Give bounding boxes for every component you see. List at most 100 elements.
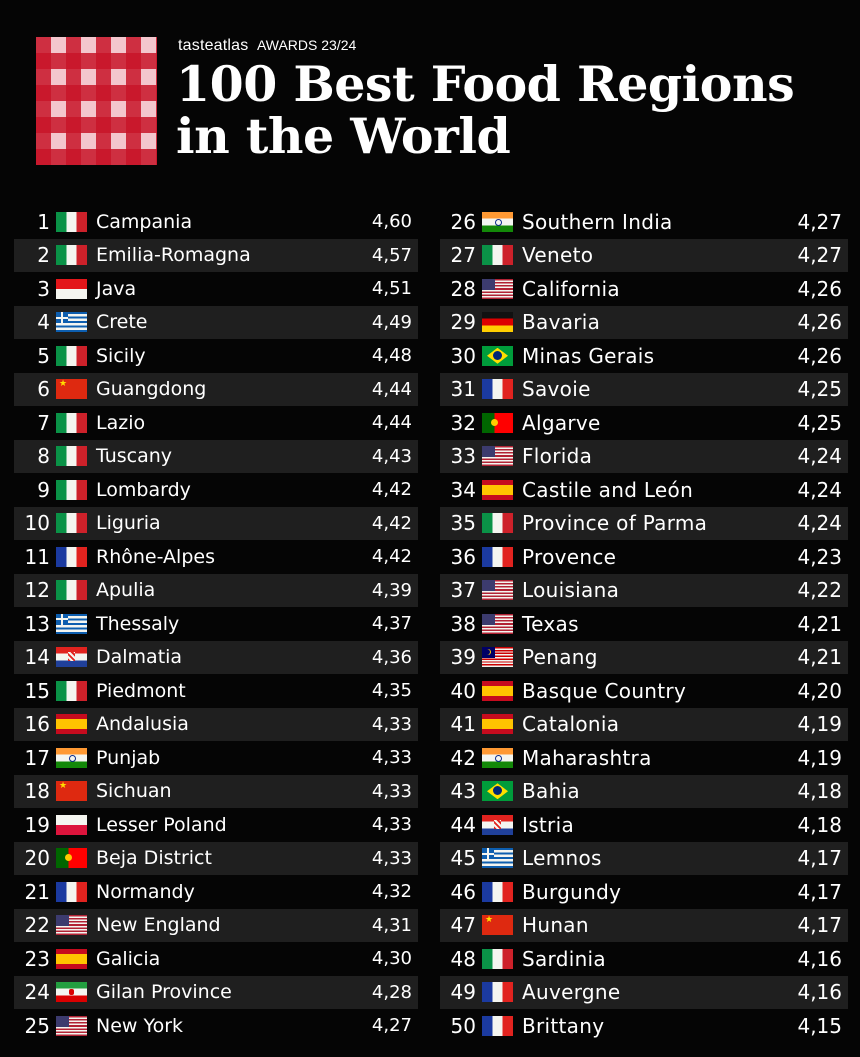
rank-number: 39 xyxy=(450,645,476,670)
usa-flag-icon xyxy=(56,915,87,936)
usa-flag-icon xyxy=(56,1015,87,1036)
region-name: Emilia-Romagna xyxy=(96,244,251,267)
rating-score: 4,17 xyxy=(797,879,842,904)
croatia-flag-icon xyxy=(482,814,513,835)
india-flag-icon xyxy=(56,747,87,768)
ranking-row: 20 Beja District 4,33 xyxy=(14,841,418,875)
rank-number: 26 xyxy=(450,209,476,234)
rating-score: 4,33 xyxy=(371,713,412,735)
rank-number: 45 xyxy=(450,846,476,871)
region-name: Liguria xyxy=(96,512,161,535)
region-name: Savoie xyxy=(522,377,591,402)
rating-score: 4,33 xyxy=(371,780,412,802)
rating-score: 4,44 xyxy=(371,378,412,400)
china-flag-icon xyxy=(482,915,513,936)
rating-score: 4,32 xyxy=(371,881,412,903)
region-name: Texas xyxy=(522,611,579,636)
rating-score: 4,27 xyxy=(797,209,842,234)
rating-score: 4,33 xyxy=(371,814,412,836)
brand-line: tasteatlas AWARDS 23/24 xyxy=(178,37,356,55)
rating-score: 4,42 xyxy=(371,512,412,534)
usa-flag-icon xyxy=(482,446,513,467)
region-name: Veneto xyxy=(522,243,594,268)
rating-score: 4,27 xyxy=(797,243,842,268)
region-name: Sichuan xyxy=(96,780,172,803)
ranking-row: 8 Tuscany 4,43 xyxy=(14,439,418,473)
ranking-row: 33 Florida 4,24 xyxy=(440,439,848,473)
rank-number: 11 xyxy=(24,544,50,569)
rating-score: 4,27 xyxy=(371,1015,412,1037)
ranking-row: 29 Bavaria 4,26 xyxy=(440,305,848,339)
ranking-row: 25 New York 4,27 xyxy=(14,1009,418,1043)
rating-score: 4,39 xyxy=(371,579,412,601)
ranking-row: 47 Hunan 4,17 xyxy=(440,908,848,942)
ranking-row: 37 Louisiana 4,22 xyxy=(440,573,848,607)
ranking-row: 43 Bahia 4,18 xyxy=(440,774,848,808)
region-name: New York xyxy=(96,1014,184,1037)
ranking-row: 46 Burgundy 4,17 xyxy=(440,875,848,909)
ranking-row: 14 Dalmatia 4,36 xyxy=(14,640,418,674)
ranking-row: 40 Basque Country 4,20 xyxy=(440,674,848,708)
spain-flag-icon xyxy=(482,714,513,735)
france-flag-icon xyxy=(482,881,513,902)
indonesia-flag-icon xyxy=(56,278,87,299)
croatia-flag-icon xyxy=(56,647,87,668)
italy-flag-icon xyxy=(56,479,87,500)
ranking-row: 23 Galicia 4,30 xyxy=(14,942,418,976)
rating-score: 4,28 xyxy=(371,981,412,1003)
rank-number: 5 xyxy=(37,343,50,368)
ranking-row: 19 Lesser Poland 4,33 xyxy=(14,808,418,842)
greece-flag-icon xyxy=(56,613,87,634)
china-flag-icon xyxy=(56,781,87,802)
rank-number: 14 xyxy=(24,645,50,670)
rank-number: 30 xyxy=(450,343,476,368)
header: tasteatlas AWARDS 23/24 100 Best Food Re… xyxy=(0,0,860,200)
rank-number: 25 xyxy=(24,1013,50,1038)
rating-score: 4,37 xyxy=(371,613,412,635)
malaysia-flag-icon xyxy=(482,647,513,668)
ranking-row: 41 Catalonia 4,19 xyxy=(440,707,848,741)
rating-score: 4,18 xyxy=(797,779,842,804)
rank-number: 29 xyxy=(450,310,476,335)
region-name: Lombardy xyxy=(96,478,191,501)
region-name: Florida xyxy=(522,444,593,469)
italy-flag-icon xyxy=(56,412,87,433)
ranking-row: 22 New England 4,31 xyxy=(14,908,418,942)
region-name: Brittany xyxy=(522,1013,605,1038)
india-flag-icon xyxy=(482,211,513,232)
rating-score: 4,42 xyxy=(371,546,412,568)
region-name: Gilan Province xyxy=(96,981,232,1004)
rating-score: 4,17 xyxy=(797,913,842,938)
brand-name: tasteatlas xyxy=(178,37,249,54)
rank-number: 3 xyxy=(37,276,50,301)
rating-score: 4,17 xyxy=(797,846,842,871)
greece-flag-icon xyxy=(56,312,87,333)
ranking-row: 4 Crete 4,49 xyxy=(14,305,418,339)
rating-score: 4,35 xyxy=(371,680,412,702)
rating-score: 4,33 xyxy=(371,847,412,869)
rank-number: 35 xyxy=(450,511,476,536)
rating-score: 4,26 xyxy=(797,343,842,368)
rating-score: 4,44 xyxy=(371,412,412,434)
rank-number: 19 xyxy=(24,812,50,837)
rank-number: 38 xyxy=(450,611,476,636)
region-name: Castile and León xyxy=(522,477,694,502)
rank-number: 2 xyxy=(37,243,50,268)
rank-number: 16 xyxy=(24,712,50,737)
rating-score: 4,31 xyxy=(371,914,412,936)
awards-label: AWARDS 23/24 xyxy=(256,37,357,53)
region-name: Bahia xyxy=(522,779,580,804)
italy-flag-icon xyxy=(482,513,513,534)
france-flag-icon xyxy=(56,546,87,567)
brazil-flag-icon xyxy=(482,345,513,366)
ranking-row: 1 Campania 4,60 xyxy=(14,205,418,239)
iran-flag-icon xyxy=(56,982,87,1003)
rating-score: 4,26 xyxy=(797,310,842,335)
region-name: Louisiana xyxy=(522,578,620,603)
region-name: Bavaria xyxy=(522,310,601,335)
rank-number: 24 xyxy=(24,980,50,1005)
ranking-row: 24 Gilan Province 4,28 xyxy=(14,975,418,1009)
ranking-row: 38 Texas 4,21 xyxy=(440,607,848,641)
region-name: Burgundy xyxy=(522,879,622,904)
region-name: Punjab xyxy=(96,746,161,769)
